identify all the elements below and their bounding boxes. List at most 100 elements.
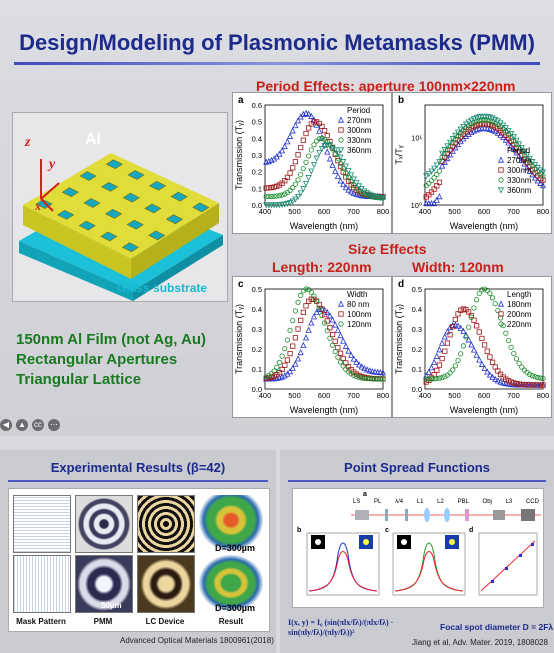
- data-point: [338, 311, 344, 317]
- data-point: [540, 375, 546, 381]
- data-point: [466, 324, 472, 330]
- data-point: [287, 351, 293, 357]
- prev-icon[interactable]: ◀: [0, 419, 12, 431]
- setup-label-8: CCD: [525, 499, 539, 505]
- data-point: [281, 372, 288, 379]
- data-point: [271, 373, 277, 379]
- data-point: [329, 342, 336, 348]
- data-point: [298, 144, 304, 151]
- data-point: [529, 171, 536, 178]
- legend-entry: 330nm: [347, 136, 372, 145]
- data-point: [335, 344, 341, 351]
- data-point: [334, 150, 341, 157]
- data-point: [521, 160, 528, 167]
- data-point: [279, 353, 285, 359]
- data-point: [470, 346, 478, 353]
- data-point: [436, 168, 443, 174]
- setup-label-6: Obj: [482, 499, 492, 505]
- data-point: [337, 147, 345, 154]
- data-point: [503, 128, 509, 134]
- data-point: [353, 358, 360, 365]
- data-point: [321, 127, 328, 134]
- data-point: [297, 348, 304, 356]
- data-point: [426, 192, 432, 198]
- data-point: [329, 316, 336, 323]
- x-tick-label: 400: [419, 391, 432, 400]
- data-point: [503, 376, 509, 382]
- data-point: [271, 184, 277, 190]
- data-point: [497, 378, 504, 385]
- data-point: [431, 175, 437, 181]
- data-point: [524, 152, 531, 159]
- data-point: [505, 378, 512, 384]
- aperture: [192, 202, 210, 213]
- cc-icon[interactable]: cc: [32, 419, 44, 431]
- data-point: [361, 365, 368, 372]
- data-point: [298, 292, 304, 298]
- data-point: [308, 289, 314, 295]
- y-tick-label: 0.4: [252, 305, 262, 314]
- data-point: [487, 290, 493, 296]
- legend-title: Period: [347, 106, 370, 115]
- data-point: [276, 359, 283, 365]
- data-point: [436, 375, 443, 381]
- data-point: [268, 374, 275, 380]
- data-point: [434, 171, 440, 178]
- data-point: [340, 181, 347, 188]
- data-point: [335, 354, 341, 360]
- data-point: [345, 175, 352, 181]
- pmm-image-top: [75, 495, 133, 553]
- psf-letter-a: a: [363, 491, 367, 498]
- x-tick-label: 600: [318, 391, 331, 400]
- data-point: [479, 287, 485, 293]
- data-point: [290, 317, 296, 324]
- data-point: [303, 303, 309, 309]
- data-point: [527, 371, 533, 377]
- data-point: [478, 360, 486, 367]
- data-point: [434, 367, 440, 374]
- data-point: [287, 327, 293, 334]
- data-point: [284, 357, 291, 363]
- plot-frame: [424, 104, 544, 206]
- data-point: [372, 376, 378, 382]
- warning-icon[interactable]: ▲: [16, 419, 28, 431]
- data-point: [303, 130, 309, 137]
- more-icon[interactable]: ⋯: [48, 419, 60, 431]
- data-point: [442, 348, 448, 354]
- data-point: [441, 333, 448, 340]
- data-point: [340, 355, 346, 362]
- data-point: [289, 364, 296, 371]
- data-point: [292, 181, 298, 187]
- data-point: [484, 121, 490, 127]
- data-point: [486, 125, 493, 132]
- setup-label-7: L3: [505, 499, 513, 505]
- pmm-image-bottom: [75, 555, 133, 613]
- y-tick-label: 0.5: [412, 285, 422, 294]
- data-point: [342, 342, 349, 349]
- data-point: [476, 121, 482, 128]
- data-point: [345, 168, 352, 175]
- data-point: [484, 117, 490, 123]
- data-point: [342, 184, 349, 191]
- data-point: [379, 195, 387, 202]
- data-point: [492, 128, 499, 135]
- data-point: [444, 328, 451, 335]
- data-point: [311, 119, 317, 125]
- data-point: [348, 351, 355, 358]
- caption-pmm: PMM: [93, 617, 113, 626]
- data-point: [337, 350, 344, 356]
- data-point: [431, 165, 438, 172]
- data-point: [319, 312, 325, 318]
- data-point: [356, 191, 363, 198]
- data-point: [458, 307, 464, 313]
- metamask-diagram: z y x Al Glass substrate: [12, 112, 228, 302]
- data-point: [298, 317, 304, 323]
- data-point: [295, 177, 301, 183]
- data-point: [290, 165, 296, 171]
- data-point: [481, 342, 488, 348]
- data-point: [492, 301, 498, 307]
- x-axis-label: Wavelength (nm): [450, 405, 518, 415]
- data-point: [300, 186, 307, 193]
- data-point: [289, 127, 296, 134]
- experimental-reference: Advanced Optical Materials 1800961(2018): [120, 636, 274, 645]
